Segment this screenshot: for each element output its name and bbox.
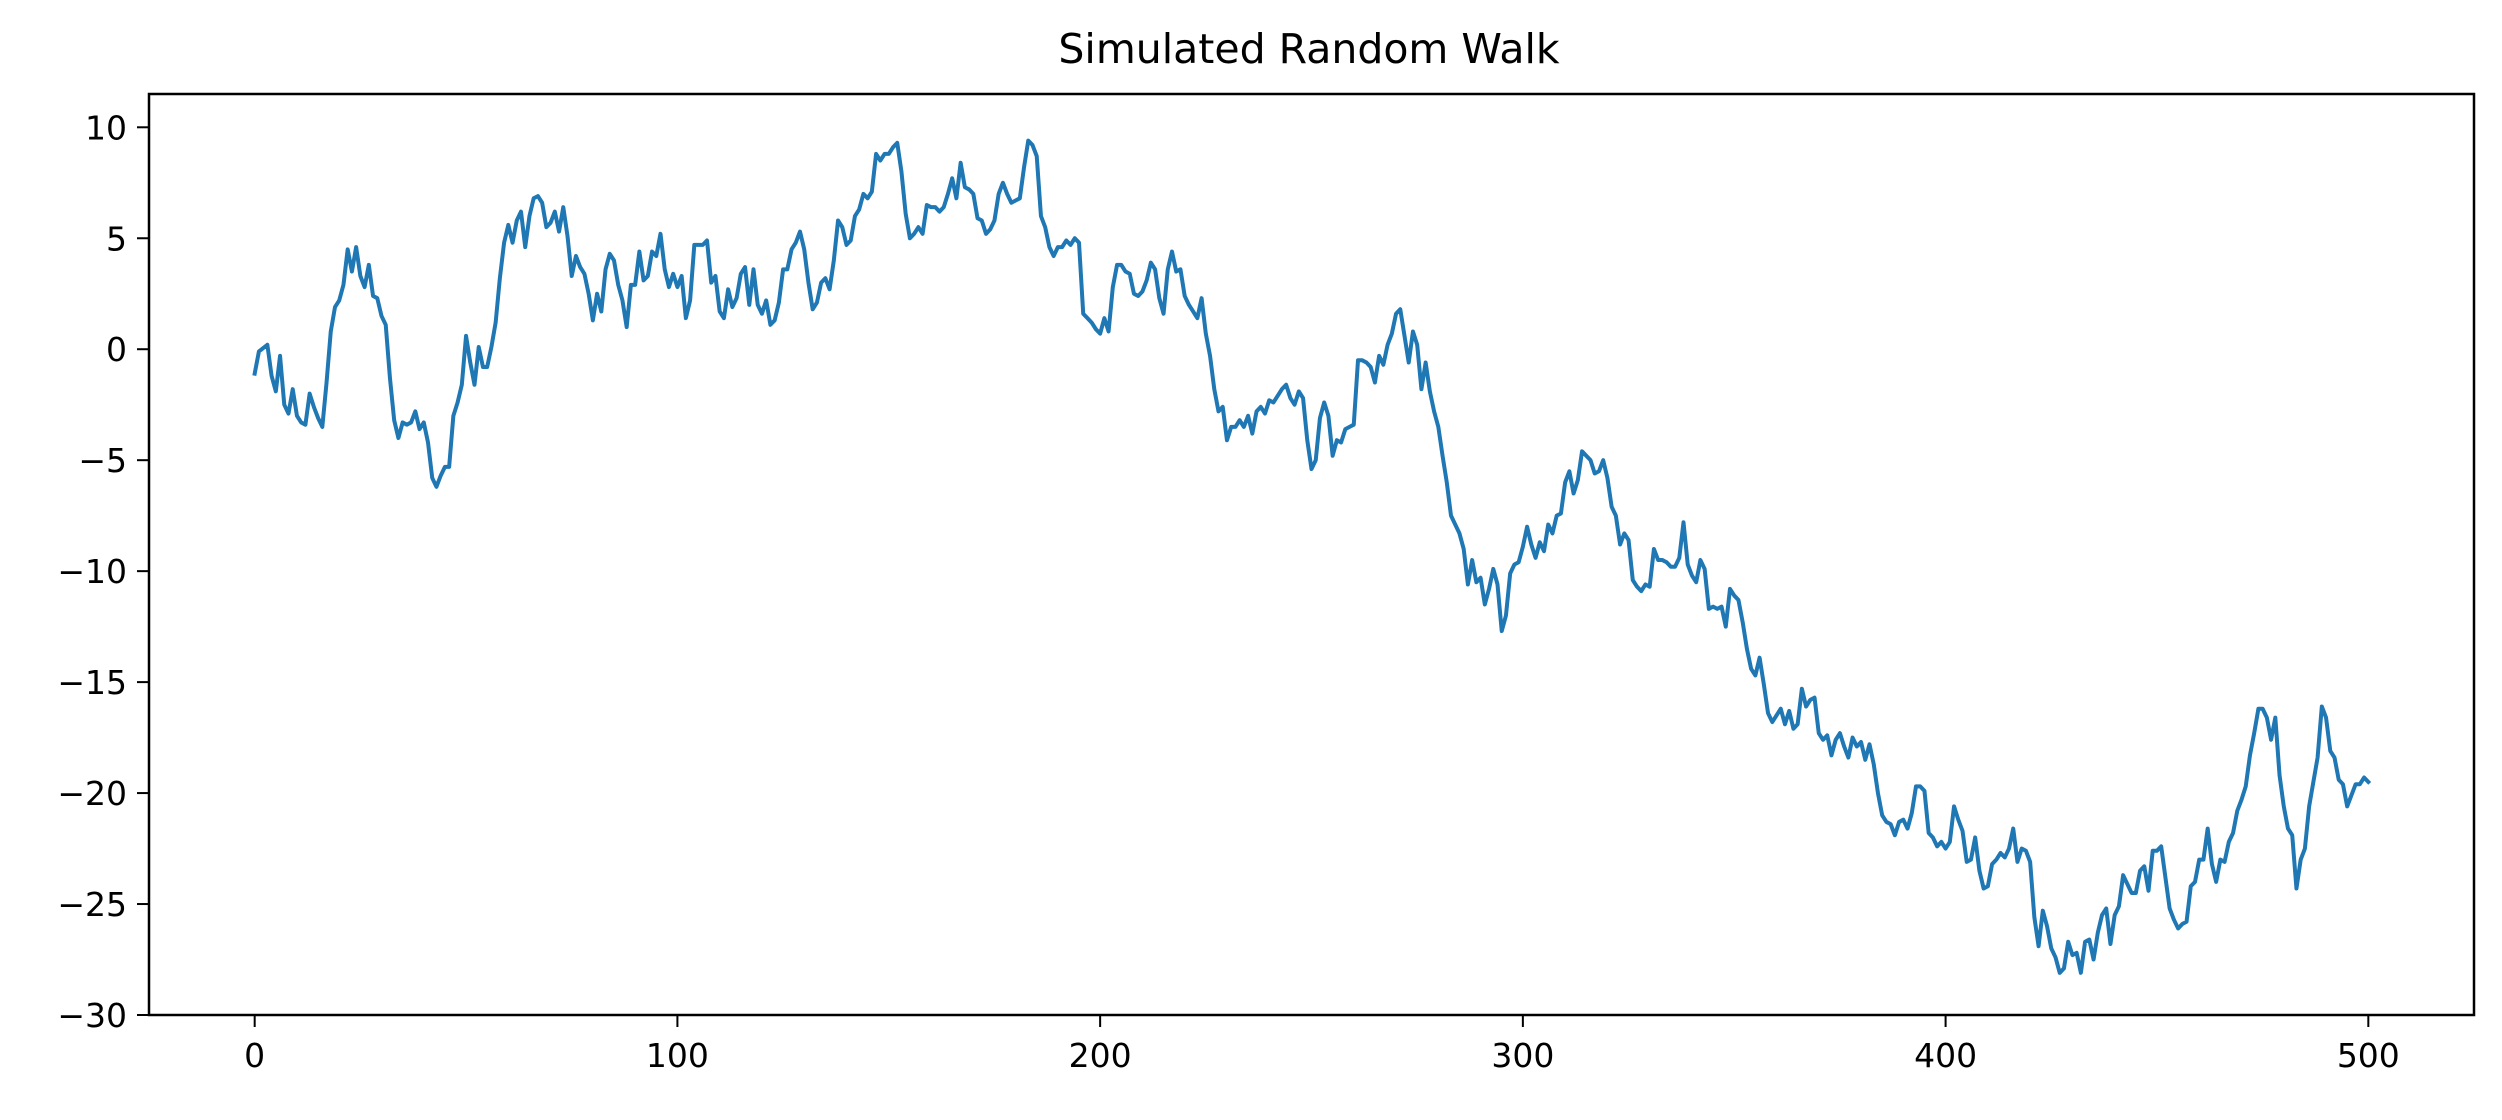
x-tick-label: 500 xyxy=(2337,1036,2400,1075)
y-tick-label: −10 xyxy=(57,552,127,591)
y-tick-label: 5 xyxy=(106,219,127,258)
y-tick-label: −20 xyxy=(57,774,127,813)
y-axis-ticks: 10 5 0 −5 −10 −15 −20 −25 −30 xyxy=(57,108,149,1035)
y-tick-label: 10 xyxy=(85,108,127,147)
plot-frame xyxy=(147,92,2476,1017)
x-tick-label: 0 xyxy=(244,1036,265,1075)
y-tick-label: −25 xyxy=(57,885,127,924)
series-group xyxy=(252,138,2372,975)
y-tick-label: −15 xyxy=(57,663,127,702)
y-tick-label: 0 xyxy=(106,330,127,369)
y-tick-label: −5 xyxy=(78,441,127,480)
x-tick-label: 100 xyxy=(646,1036,709,1075)
series-line xyxy=(252,138,2372,975)
x-tick-label: 200 xyxy=(1069,1036,1132,1075)
x-tick-label: 300 xyxy=(1491,1036,1554,1075)
x-axis-ticks: 0 100 200 300 400 500 xyxy=(244,1015,2400,1075)
y-tick-label: −30 xyxy=(57,996,127,1035)
x-tick-label: 400 xyxy=(1914,1036,1977,1075)
chart-title: Simulated Random Walk xyxy=(1058,25,1559,73)
